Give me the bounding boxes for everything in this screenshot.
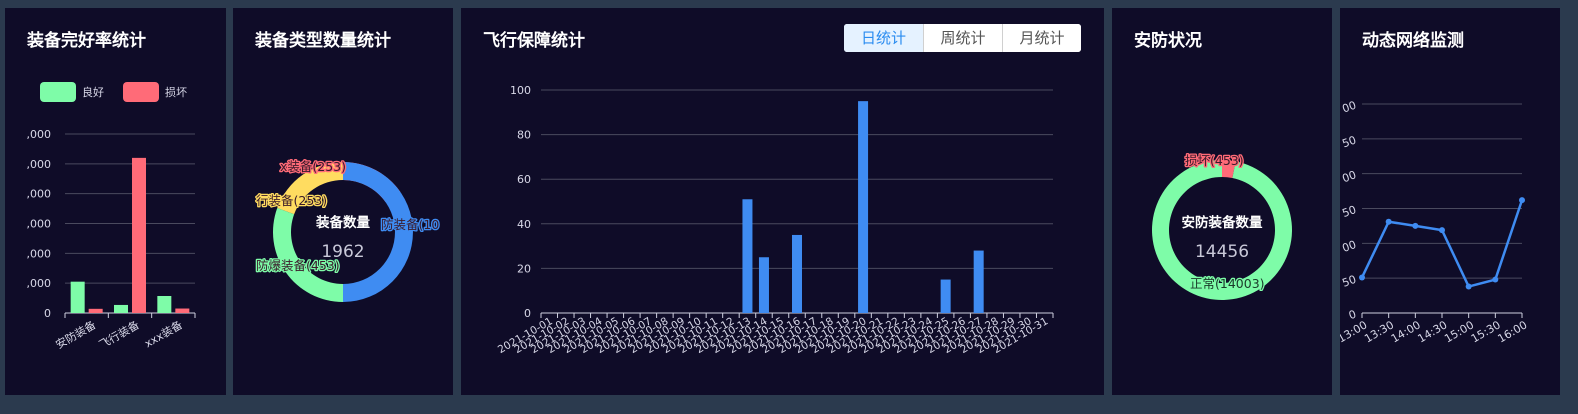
donut-center-value: 14456 <box>1195 242 1249 262</box>
slice-label-outline: 防装备(10 <box>381 217 439 232</box>
legend-label: 良好 <box>82 85 104 99</box>
y-tick-label: 100 <box>510 84 531 97</box>
slice-label-outline: 正常(14003) <box>1190 276 1265 291</box>
y-tick-label: 40 <box>517 218 531 231</box>
security-panel: 安防状况 损坏(453) 损坏(453) 正常(14003) 正常(14003) 安防装… <box>1112 8 1332 395</box>
slice-label-outline: 防爆装备(453) <box>256 258 340 273</box>
x-tick-label: 16:00 <box>1496 318 1530 345</box>
legend-label: 损坏 <box>165 85 187 99</box>
y-tick-label: 0 <box>1347 308 1358 323</box>
data-point <box>1359 274 1365 281</box>
y-tick-label: ,000 <box>27 247 52 260</box>
bar <box>88 308 103 313</box>
flight-period-switch: 日统计 周统计 月统计 <box>844 24 1081 52</box>
bar <box>792 234 802 313</box>
slice-label: 防装备(10 <box>381 217 439 232</box>
y-tick-label: 50 <box>1340 273 1358 290</box>
slice-label-outline: 损坏(453) <box>1185 153 1244 168</box>
y-tick-label: ,000 <box>27 277 52 290</box>
bar <box>114 304 128 313</box>
data-point <box>1465 283 1472 290</box>
bar <box>70 281 85 313</box>
slice-label: 行装备(253) <box>256 193 327 208</box>
bar <box>175 308 190 313</box>
x-tick-label: 安防装备 <box>53 317 98 351</box>
bar <box>973 250 984 313</box>
equip-health-panel: 装备完好率统计 良好 损坏 ,000 ,000 ,000 ,000 ,000 ,000 0 安防装… <box>5 8 226 395</box>
donut-center-value: 1962 <box>321 242 364 262</box>
security-donut: 损坏(453)损坏(453)正常(14003)正常(14003)安防装备数量14… <box>1152 152 1292 300</box>
y-tick-label: 20 <box>517 262 531 275</box>
y-tick-label: 80 <box>517 129 531 142</box>
legend-swatch <box>40 82 76 102</box>
panel-title: 动态网络监测 <box>1362 31 1464 51</box>
slice-label-outline: 行装备(253) <box>256 193 327 208</box>
bar <box>940 279 951 313</box>
y-tick-label: 00 <box>1340 99 1358 116</box>
y-tick-label: 00 <box>1340 238 1358 255</box>
panel-title: 装备完好率统计 <box>27 31 146 51</box>
donut-slice <box>1222 160 1236 179</box>
data-point <box>1439 227 1445 234</box>
bar <box>858 101 869 314</box>
panel-title: 安防状况 <box>1134 31 1202 51</box>
slice-label-outline: x装备(253) <box>280 159 346 174</box>
equip-type-donut: x装备(253)x装备(253)行装备(253)行装备(253)防爆装备(453… <box>255 158 441 302</box>
y-tick-label: 60 <box>517 173 531 186</box>
tab-month-stat[interactable]: 月统计 <box>1002 24 1081 52</box>
y-tick-label: 0 <box>524 307 531 320</box>
y-tick-label: 00 <box>1340 168 1358 185</box>
flight-panel: 飞行保障统计 日统计 周统计 月统计 0 20 40 60 80 100 2021-10-0… <box>461 8 1104 395</box>
network-line-chart: 050005000500013:0013:3014:0014:3015:0015… <box>1340 99 1530 346</box>
panel-title: 飞行保障统计 <box>483 31 585 51</box>
donut-slice <box>343 162 413 302</box>
x-tick-label: xxx装备 <box>142 317 185 350</box>
y-tick-label: ,000 <box>27 128 52 141</box>
tab-day-stat[interactable]: 日统计 <box>844 24 923 52</box>
bar <box>758 257 769 313</box>
tab-week-stat[interactable]: 周统计 <box>923 24 1002 52</box>
donut-slice <box>277 162 343 215</box>
y-tick-label: 50 <box>1340 203 1358 220</box>
data-point <box>1412 222 1419 229</box>
slice-label: x装备(253) <box>280 159 346 174</box>
y-tick-label: ,000 <box>27 158 52 171</box>
flight-bar-chart: 0204060801002021-10-012021-10-022021-10-… <box>496 84 1054 356</box>
bar <box>742 199 753 313</box>
y-tick-label: 0 <box>44 307 51 320</box>
data-point <box>1385 218 1392 225</box>
donut-center-label: 安防装备数量 <box>1182 214 1263 231</box>
slice-label: 正常(14003) <box>1190 276 1265 291</box>
y-tick-label: ,000 <box>27 218 52 231</box>
legend-swatch <box>123 82 159 102</box>
y-tick-label: 50 <box>1340 133 1358 150</box>
network-panel: 动态网络监测 0 50 00 50 00 50 00 13:00 13:30 14:00 14:30… <box>1340 8 1560 395</box>
data-point <box>1519 197 1525 204</box>
equip-type-panel: 装备类型数量统计 x装备(253) x装备(253) 行装备(253) 行装备(253… <box>233 8 453 395</box>
slice-label: 防爆装备(453) <box>256 258 340 273</box>
y-tick-label: ,000 <box>27 188 52 201</box>
bar <box>132 157 146 313</box>
data-point <box>1492 276 1499 283</box>
slice-label: 损坏(453) <box>1185 153 1244 168</box>
bar <box>157 295 172 313</box>
panel-title: 装备类型数量统计 <box>255 31 391 51</box>
donut-slice <box>273 208 343 302</box>
donut-center-label: 装备数量 <box>315 214 370 231</box>
x-tick-label: 飞行装备 <box>96 317 141 351</box>
